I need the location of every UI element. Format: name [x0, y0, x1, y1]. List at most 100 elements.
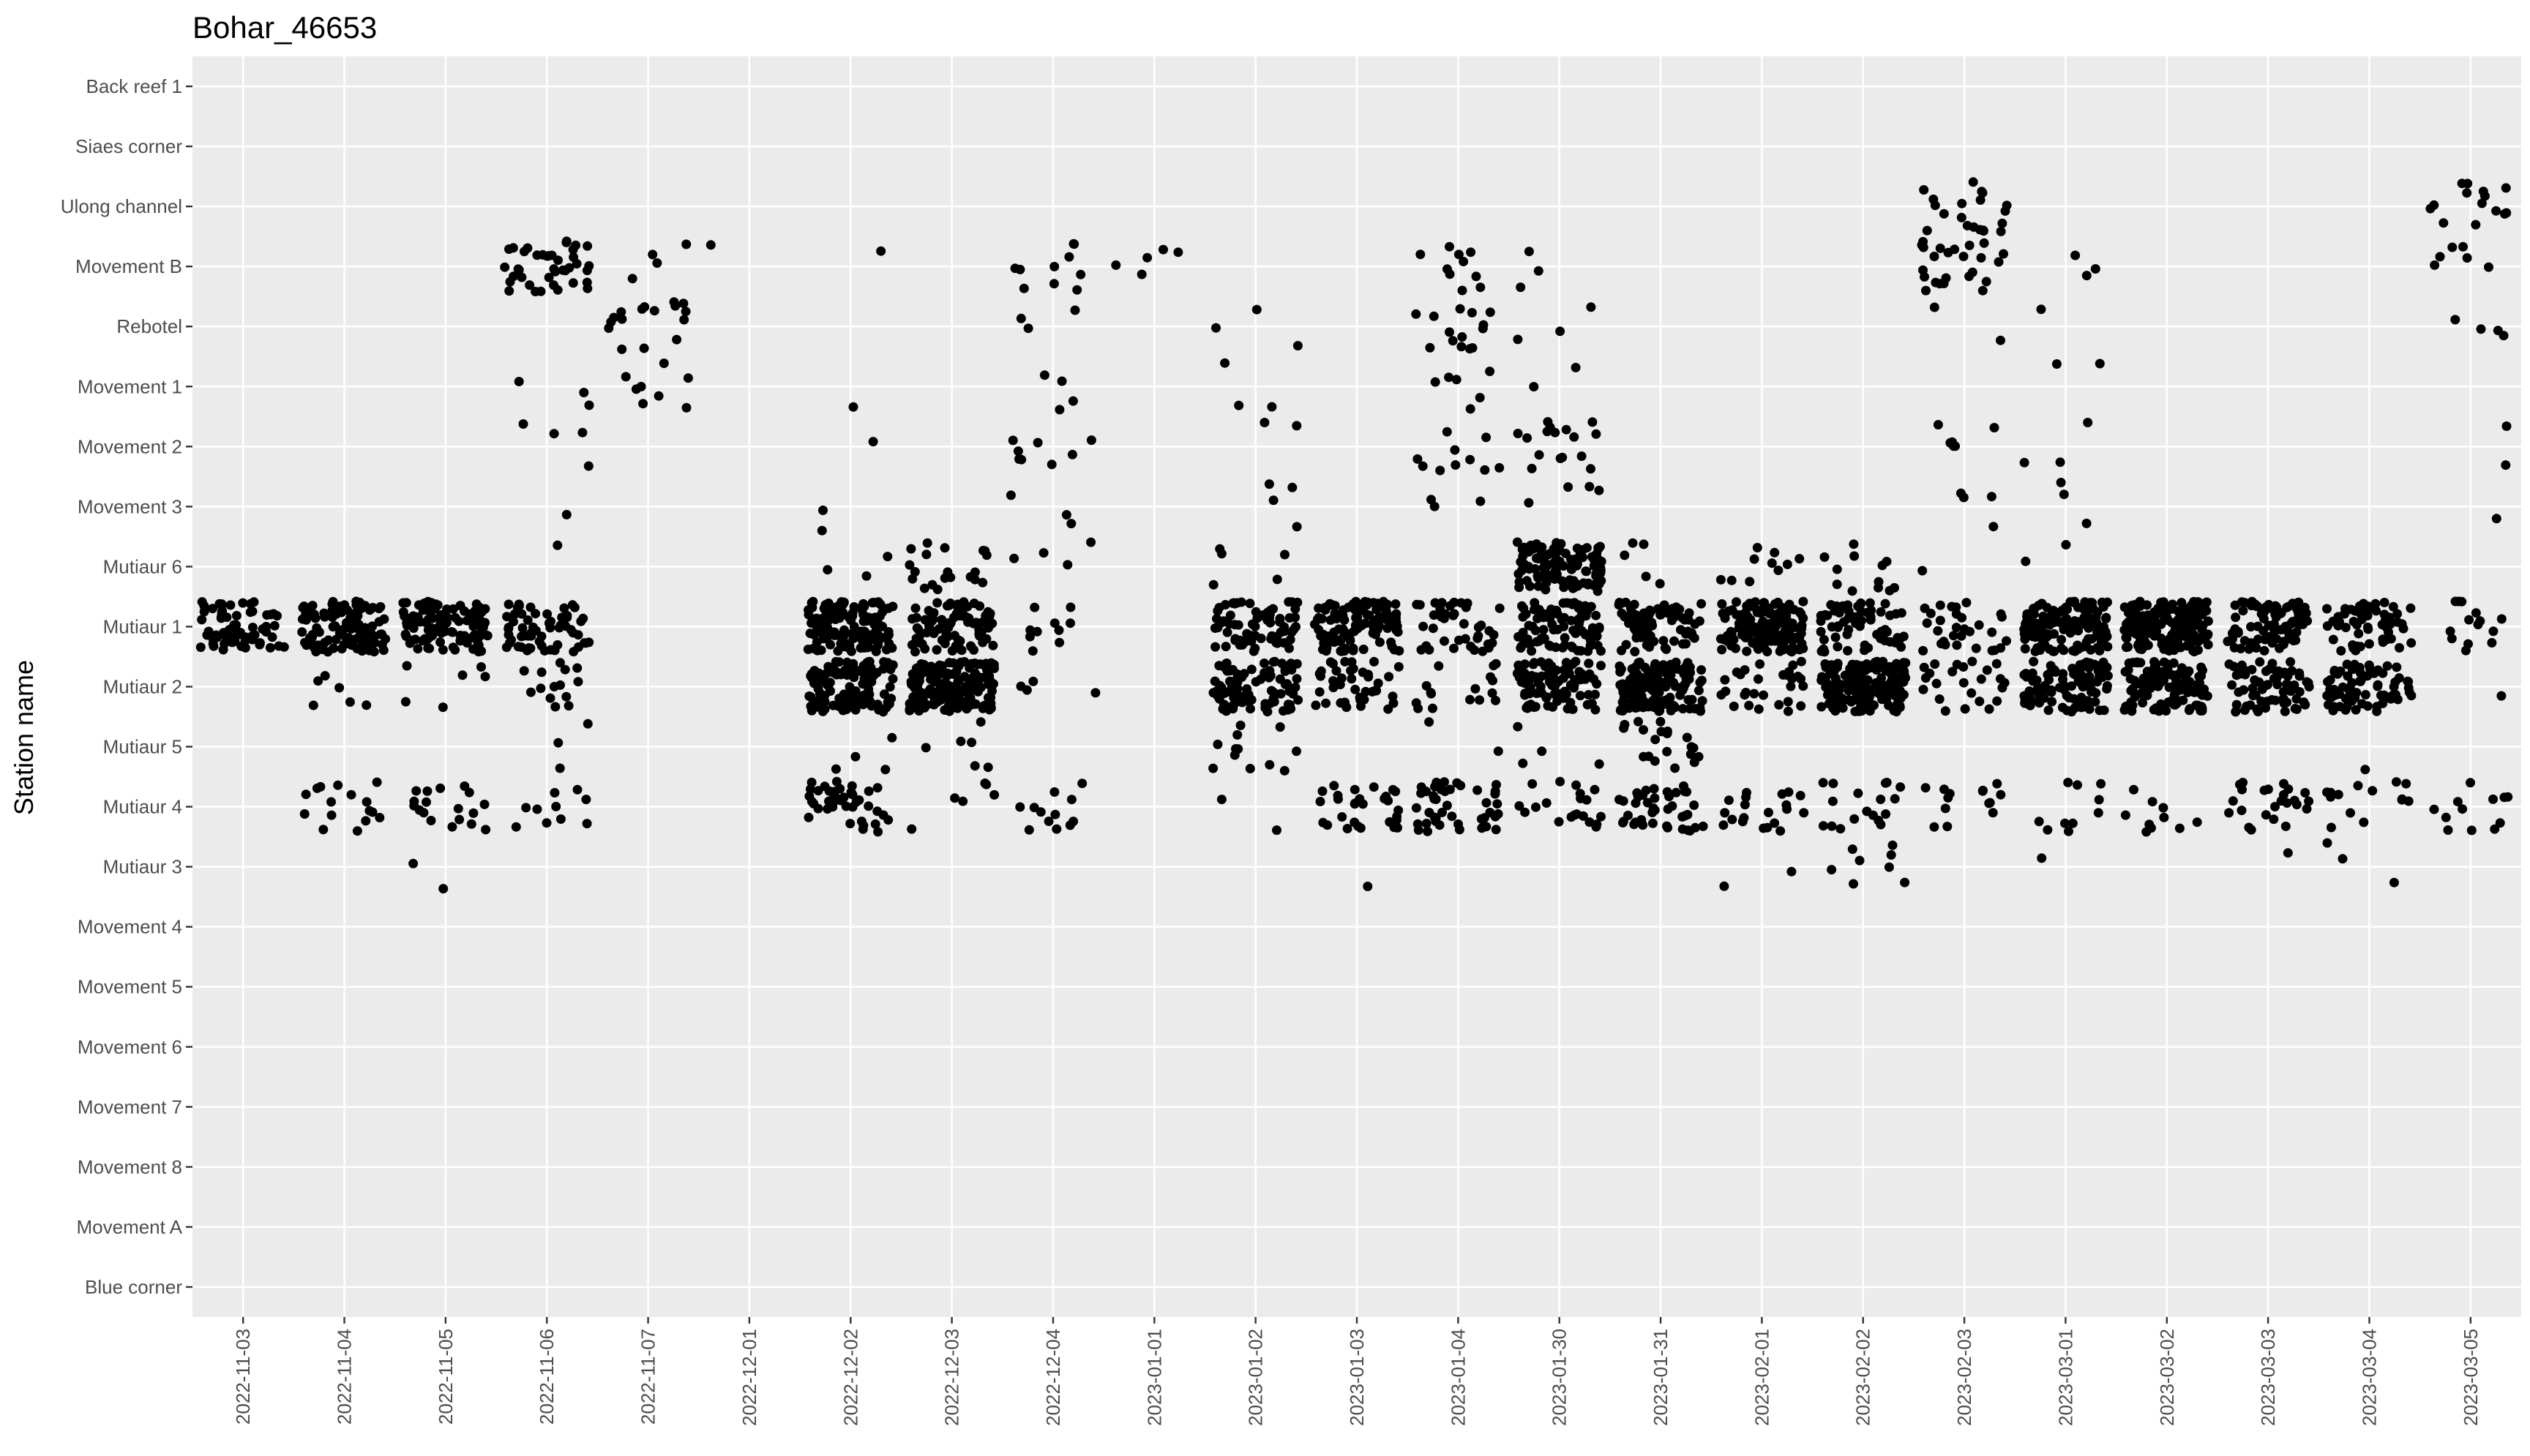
data-point	[1571, 362, 1581, 372]
data-point	[1284, 613, 1295, 623]
data-point	[2090, 697, 2100, 707]
data-point	[1720, 675, 1730, 685]
data-point	[2227, 680, 2237, 690]
data-point	[1957, 198, 1967, 209]
data-point	[1641, 785, 1651, 795]
data-point	[927, 579, 937, 590]
data-point	[1090, 688, 1101, 698]
data-point	[1754, 704, 1764, 714]
data-point	[1920, 783, 1931, 793]
data-point	[1977, 285, 1988, 296]
data-point	[1683, 658, 1693, 668]
data-point	[2302, 804, 2312, 814]
data-point	[1340, 656, 1350, 667]
data-point	[1067, 449, 1077, 459]
data-point	[2056, 634, 2067, 645]
data-point	[2280, 706, 2290, 716]
data-point	[1617, 706, 1628, 716]
data-point	[1718, 820, 1729, 830]
data-point	[2146, 823, 2156, 833]
data-point	[1527, 671, 1537, 680]
data-point	[1267, 631, 1277, 641]
data-point	[2406, 603, 2416, 613]
data-point	[1593, 586, 1603, 596]
data-point	[209, 641, 219, 651]
data-point	[1292, 522, 1302, 532]
data-point	[1798, 681, 1808, 691]
data-point	[1442, 800, 1452, 811]
data-point	[921, 628, 932, 638]
data-point	[2275, 607, 2285, 618]
data-point	[2040, 639, 2050, 650]
data-point	[954, 601, 964, 611]
data-point	[1533, 266, 1543, 276]
data-point	[1212, 690, 1222, 700]
data-point	[1525, 581, 1535, 591]
data-point	[2067, 818, 2078, 828]
data-point	[1584, 481, 1595, 492]
data-point	[1975, 195, 1986, 205]
data-point	[1487, 688, 1497, 698]
data-point	[1650, 805, 1660, 815]
data-point	[1890, 691, 1900, 701]
data-point	[313, 676, 323, 686]
data-point	[2372, 706, 2382, 716]
data-point	[2395, 642, 2404, 653]
data-point	[937, 615, 947, 625]
x-tick-label: 2023-03-02	[2156, 1329, 2178, 1426]
data-point	[616, 307, 626, 317]
data-point	[1935, 615, 1945, 626]
data-point	[545, 693, 555, 703]
data-point	[346, 789, 356, 800]
data-point	[1683, 825, 1693, 836]
data-point	[1494, 603, 1505, 613]
data-point	[2289, 795, 2299, 806]
data-point	[810, 675, 820, 686]
data-point	[2495, 818, 2505, 828]
data-point	[577, 427, 588, 438]
data-point	[2002, 200, 2012, 211]
data-point	[314, 627, 324, 637]
data-point	[1642, 701, 1653, 711]
data-point	[1538, 625, 1549, 635]
data-point	[983, 693, 993, 703]
data-point	[808, 643, 818, 653]
data-point	[2021, 617, 2032, 627]
data-point	[1819, 634, 1829, 645]
data-point	[1827, 796, 1838, 806]
data-point	[1922, 225, 1932, 236]
data-point	[1770, 547, 1780, 558]
data-point	[2196, 671, 2207, 681]
data-point	[2447, 242, 2458, 252]
data-point	[1350, 798, 1361, 808]
data-point	[1671, 657, 1681, 667]
data-point	[2126, 686, 2136, 696]
data-point	[971, 618, 981, 628]
data-point	[2123, 665, 2133, 675]
data-point	[2325, 675, 2335, 685]
data-point	[1685, 704, 1695, 714]
data-point	[1557, 642, 1568, 653]
data-point	[1693, 686, 1704, 696]
data-point	[1032, 626, 1042, 637]
data-point	[1890, 582, 1899, 593]
data-point	[1272, 825, 1281, 836]
data-point	[1818, 821, 1828, 831]
data-point	[1350, 817, 1360, 828]
data-point	[1643, 667, 1653, 676]
data-point	[2386, 634, 2396, 644]
data-point	[2250, 675, 2260, 685]
y-tick-label: Rebotel	[116, 315, 182, 337]
data-point	[988, 640, 998, 650]
data-point	[826, 639, 835, 650]
data-point	[2300, 788, 2310, 798]
data-point	[519, 247, 529, 257]
data-point	[352, 826, 362, 836]
data-point	[1159, 244, 1168, 255]
data-point	[941, 629, 951, 639]
data-point	[1527, 621, 1538, 631]
data-point	[1318, 629, 1328, 639]
data-point	[1769, 626, 1779, 637]
data-point	[418, 605, 428, 615]
data-point	[344, 633, 354, 643]
